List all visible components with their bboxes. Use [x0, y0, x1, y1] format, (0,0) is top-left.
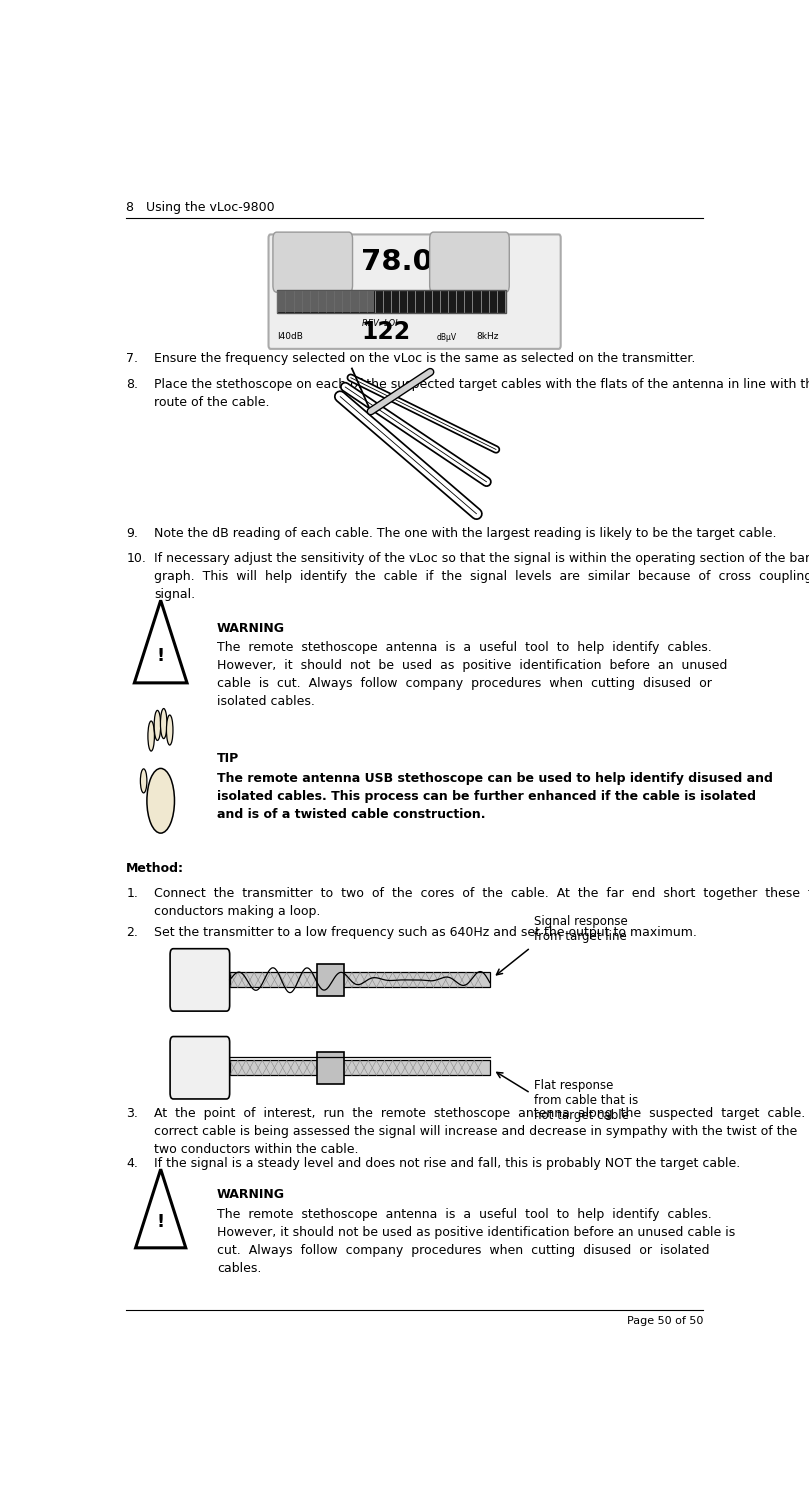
FancyBboxPatch shape	[230, 1060, 490, 1075]
FancyBboxPatch shape	[230, 973, 490, 988]
Ellipse shape	[148, 720, 155, 750]
Text: 3.: 3.	[126, 1108, 138, 1120]
Text: Flat response
from cable that is
not target cable: Flat response from cable that is not tar…	[534, 1079, 638, 1123]
Text: Ensure the frequency selected on the vLoc is the same as selected on the transmi: Ensure the frequency selected on the vLo…	[155, 353, 696, 365]
Text: 10.: 10.	[126, 552, 146, 566]
Text: 8.: 8.	[126, 378, 138, 390]
Text: ◉ ∷ ⊞: ◉ ∷ ⊞	[459, 258, 481, 267]
Text: 122: 122	[362, 320, 410, 344]
Text: 8kHz: 8kHz	[477, 332, 499, 341]
Text: If necessary adjust the sensitivity of the vLoc so that the signal is within the: If necessary adjust the sensitivity of t…	[155, 552, 809, 602]
Text: The  remote  stethoscope  antenna  is  a  useful  tool  to  help  identify  cabl: The remote stethoscope antenna is a usef…	[217, 641, 727, 708]
Text: WARNING: WARNING	[217, 621, 285, 635]
Text: The remote antenna USB stethoscope can be used to help identify disused and
isol: The remote antenna USB stethoscope can b…	[217, 772, 773, 821]
FancyBboxPatch shape	[317, 1052, 344, 1084]
Text: 78.0: 78.0	[362, 248, 433, 276]
Text: I40dB: I40dB	[277, 332, 303, 341]
Text: !: !	[157, 647, 165, 665]
Text: 7.: 7.	[126, 353, 138, 365]
Text: If the signal is a steady level and does not rise and fall, this is probably NOT: If the signal is a steady level and does…	[155, 1157, 741, 1169]
Text: ∿: ∿	[193, 968, 205, 982]
FancyBboxPatch shape	[277, 291, 375, 312]
Text: 1.: 1.	[126, 887, 138, 901]
FancyBboxPatch shape	[430, 233, 510, 293]
Text: 4.: 4.	[126, 1157, 138, 1169]
Text: REV  LOI: REV LOI	[362, 318, 398, 327]
Text: 2.: 2.	[126, 926, 138, 938]
Text: TIP: TIP	[217, 752, 239, 766]
Text: Set the transmitter to a low frequency such as 640Hz and set the output to maxim: Set the transmitter to a low frequency s…	[155, 926, 697, 938]
Text: Note the dB reading of each cable. The one with the largest reading is likely to: Note the dB reading of each cable. The o…	[155, 527, 777, 540]
Text: ∿: ∿	[193, 1057, 205, 1070]
Text: Connect  the  transmitter  to  two  of  the  cores  of  the  cable.  At  the  fa: Connect the transmitter to two of the co…	[155, 887, 809, 919]
Text: 8   Using the vLoc-9800: 8 Using the vLoc-9800	[126, 201, 275, 215]
Text: Page 50 of 50: Page 50 of 50	[627, 1316, 703, 1327]
Ellipse shape	[167, 714, 173, 744]
Text: Signal response
from target line: Signal response from target line	[534, 916, 628, 943]
Text: Method:: Method:	[126, 862, 184, 875]
Text: !: !	[157, 1213, 165, 1231]
Text: At  the  point  of  interest,  run  the  remote  stethoscope  antenna  along  th: At the point of interest, run the remote…	[155, 1108, 809, 1156]
Text: dBµV: dBµV	[437, 333, 457, 342]
FancyBboxPatch shape	[277, 290, 506, 314]
Text: ✈: ✈	[307, 257, 316, 267]
Text: WARNING: WARNING	[217, 1187, 285, 1201]
Ellipse shape	[141, 769, 147, 793]
FancyBboxPatch shape	[170, 949, 230, 1012]
Ellipse shape	[160, 708, 167, 738]
FancyBboxPatch shape	[317, 964, 344, 997]
Ellipse shape	[147, 769, 175, 833]
Text: The  remote  stethoscope  antenna  is  a  useful  tool  to  help  identify  cabl: The remote stethoscope antenna is a usef…	[217, 1208, 735, 1274]
Ellipse shape	[155, 710, 161, 740]
FancyBboxPatch shape	[273, 233, 353, 293]
Text: Place the stethoscope on each of the suspected target cables with the flats of t: Place the stethoscope on each of the sus…	[155, 378, 809, 408]
FancyBboxPatch shape	[269, 234, 561, 348]
FancyBboxPatch shape	[170, 1037, 230, 1099]
Text: 9.: 9.	[126, 527, 138, 540]
